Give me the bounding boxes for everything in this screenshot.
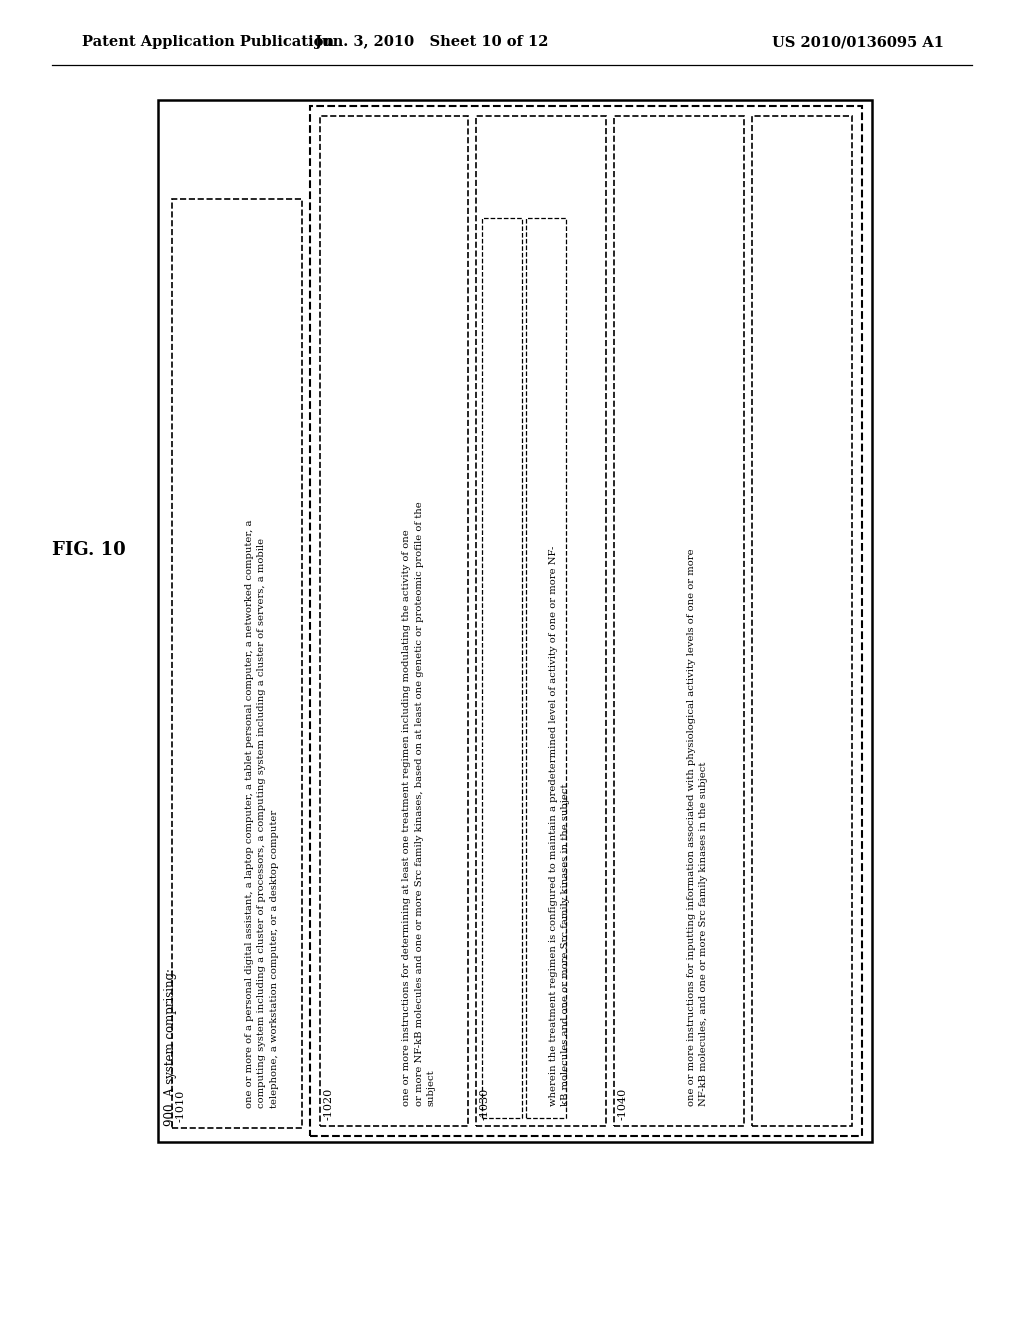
Text: Jun. 3, 2010   Sheet 10 of 12: Jun. 3, 2010 Sheet 10 of 12 (315, 36, 549, 49)
Text: one or more instructions for determining at least one treatment regimen includin: one or more instructions for determining… (402, 502, 436, 1106)
Text: one or more instructions for inputting information associated with physiological: one or more instructions for inputting i… (687, 548, 709, 1106)
Text: ‑1030: ‑1030 (480, 1088, 490, 1119)
Text: ‑1010: ‑1010 (176, 1090, 186, 1122)
Text: FIG. 10: FIG. 10 (52, 541, 126, 558)
Text: US 2010/0136095 A1: US 2010/0136095 A1 (772, 36, 944, 49)
Bar (310, 106, 862, 1137)
Text: wherein the treatment regimen is configured to maintain a predetermined level of: wherein the treatment regimen is configu… (549, 545, 570, 1106)
Bar (172, 199, 302, 1129)
Bar (614, 116, 744, 1126)
Bar (319, 116, 468, 1126)
Bar (482, 218, 522, 1118)
Bar (526, 218, 566, 1118)
Text: 900  A system comprising:: 900 A system comprising: (164, 968, 177, 1126)
Bar (752, 116, 852, 1126)
Text: ‑1040: ‑1040 (618, 1088, 628, 1119)
Text: ‑1020: ‑1020 (324, 1088, 334, 1119)
Bar (476, 116, 606, 1126)
Bar (158, 100, 872, 1142)
Text: Patent Application Publication: Patent Application Publication (82, 36, 334, 49)
Text: one or more of a personal digital assistant, a laptop computer, a tablet persona: one or more of a personal digital assist… (245, 520, 279, 1107)
